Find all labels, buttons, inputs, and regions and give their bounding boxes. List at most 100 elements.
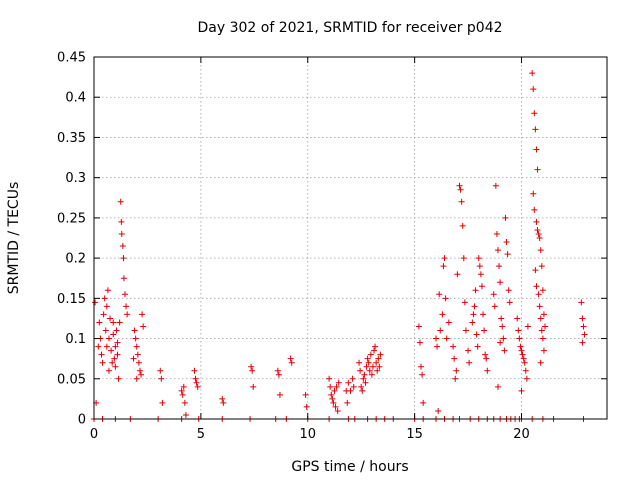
data-point [419,371,426,378]
data-point [359,387,366,394]
y-tick-label: 0.3 [65,171,86,186]
data-point [345,379,352,386]
data-point [473,331,480,338]
data-point [105,335,112,342]
data-point [131,327,138,334]
data-point [514,315,521,322]
x-tick-label: 5 [197,427,205,442]
data-point [139,311,146,318]
data-point [105,367,112,374]
data-point [497,279,504,286]
data-point [480,311,487,318]
data-point [219,395,226,402]
data-point [249,367,256,374]
data-point [377,351,384,358]
data-point [537,315,544,322]
data-point [92,299,99,306]
data-point [451,355,458,362]
data-point [530,190,537,197]
data-point [360,375,367,382]
data-point [358,383,365,390]
chart-title: Day 302 of 2021, SRMTID for receiver p04… [197,20,502,36]
data-point [542,323,549,330]
data-point [465,347,472,354]
data-point [533,283,540,290]
data-point [442,295,449,302]
data-point [533,218,540,225]
data-point [471,303,478,310]
data-point [496,263,503,270]
data-point [120,275,127,282]
data-point [288,359,295,366]
data-point [333,383,340,390]
data-point [369,363,376,370]
data-point [373,359,380,366]
data-point [220,399,227,406]
data-point [535,230,542,237]
data-point [535,291,542,298]
data-point [469,319,476,326]
data-point [118,218,125,225]
x-tick-labels: 0 5 10 15 20 [90,427,530,442]
y-tick-labels: 0 0.05 0.1 0.15 0.2 0.25 0.3 0.35 0.4 0.45 [57,51,86,428]
data-point [456,182,463,189]
data-point [344,399,351,406]
data-point [521,359,528,366]
y-tick-label: 0.4 [65,91,86,106]
data-point [95,343,102,350]
x-tick-label: 15 [406,427,423,442]
data-point [364,355,371,362]
data-point [457,186,464,193]
data-point [194,383,201,390]
data-point [475,255,482,262]
data-point [375,355,382,362]
data-point [114,339,121,346]
data-point [460,255,467,262]
data-point [437,327,444,334]
data-point [347,387,354,394]
data-point [121,291,128,298]
data-point [484,367,491,374]
data-point [130,355,137,362]
data-point [529,70,536,77]
data-point [515,327,522,334]
data-point [113,327,120,334]
data-point [133,375,140,382]
axis-ticks [93,56,607,420]
data-point [494,247,501,254]
data-point [349,375,356,382]
data-point [140,323,147,330]
data-point [538,263,545,270]
data-point [102,327,109,334]
data-point [103,303,110,310]
data-point [452,375,459,382]
data-point [537,359,544,366]
data-points [91,70,588,422]
data-point [107,315,114,322]
data-point [96,319,103,326]
data-point [334,407,341,414]
y-tick-label: 0.15 [57,292,86,307]
data-point [132,335,139,342]
data-point [191,367,198,374]
data-point [494,383,501,390]
data-point [303,403,310,410]
data-point [158,375,165,382]
data-point [490,291,497,298]
data-point [481,327,488,334]
data-point [108,347,115,354]
data-point [180,383,187,390]
data-point [461,299,468,306]
data-point [103,343,110,350]
data-point [192,375,199,382]
data-point [136,367,143,374]
data-point [329,395,336,402]
data-point [119,243,126,250]
data-point [275,371,282,378]
data-point [123,303,130,310]
plot-frame [93,56,608,420]
y-axis-title: SRMTID / TECUs [6,182,22,295]
data-point [458,198,465,205]
data-point [114,351,121,358]
data-point [474,343,481,350]
